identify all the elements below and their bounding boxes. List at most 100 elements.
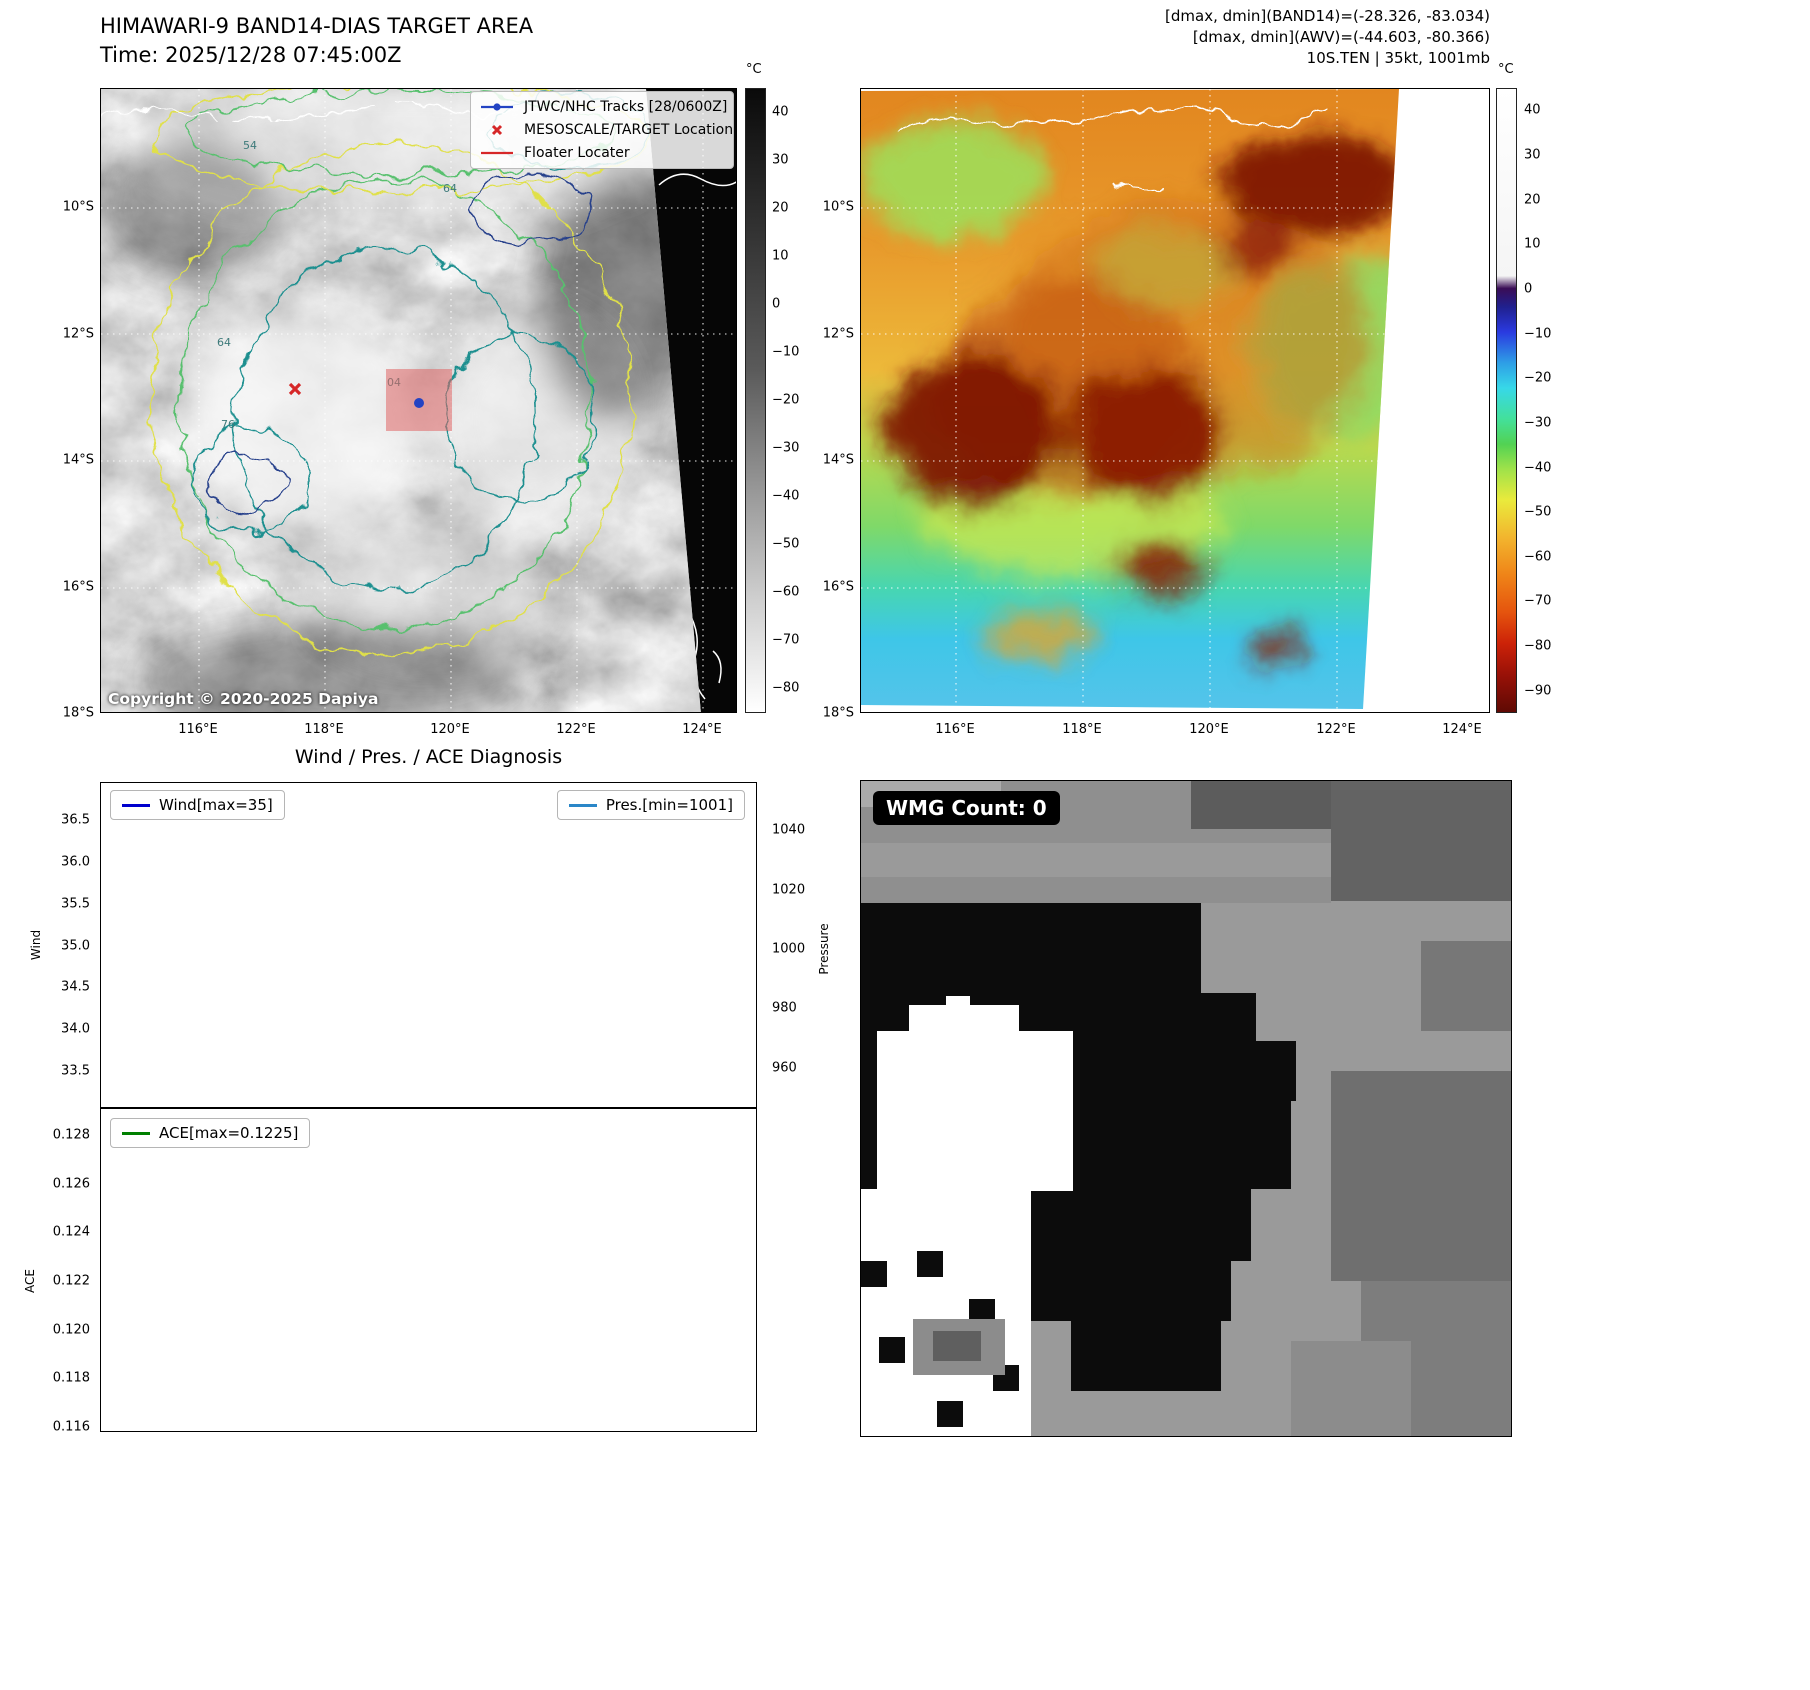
colorbar-tick: −80: [772, 680, 800, 696]
awv-annotations: [dmax, dmin](BAND14)=(-28.326, -83.034) …: [890, 6, 1490, 69]
colorbar-tick: 30: [772, 152, 789, 168]
ace-axes: [100, 1108, 757, 1432]
colorbar-tick: −90: [1524, 683, 1552, 699]
y-tick: 18°S: [822, 705, 854, 721]
wind-tick: 34.5: [61, 979, 90, 995]
annotation-awv-range: [dmax, dmin](AWV)=(-44.603, -80.366): [1192, 28, 1490, 46]
band14-subtitle: Time: 2025/12/28 07:45:00Z: [100, 43, 402, 67]
colorbar-tick: 20: [772, 200, 789, 216]
wmg-panel: WMG Count: 0: [860, 780, 1512, 1437]
pressure-legend: Pres.[min=1001]: [556, 790, 745, 820]
x-tick: 116°E: [935, 722, 975, 737]
contour-label: 64: [443, 182, 457, 195]
awv-colorbar: [1496, 88, 1517, 713]
legend-row-mesoscale: MESOSCALE/TARGET Location: [477, 120, 733, 140]
colorbar-tick: 0: [1524, 281, 1533, 297]
colorbar-tick: 40: [1524, 102, 1541, 118]
wind-tick: 34.0: [61, 1021, 90, 1037]
ace-tick: 0.120: [52, 1322, 90, 1338]
pressure-tick: 960: [772, 1060, 797, 1076]
wind-legend-label: Wind[max=35]: [159, 796, 273, 814]
contour-label: 54: [243, 139, 257, 152]
ace-tick: 0.124: [52, 1224, 90, 1240]
awv-satellite-image: [861, 89, 1489, 712]
colorbar-tick: −30: [1524, 415, 1552, 431]
band14-title: HIMAWARI-9 BAND14-DIAS TARGET AREA: [100, 14, 534, 38]
pressure-axis-label: Pressure: [817, 923, 831, 975]
red-x-icon: [477, 123, 517, 137]
y-tick: 16°S: [62, 579, 94, 595]
x-tick: 120°E: [1189, 722, 1229, 737]
legend-label-mesoscale: MESOSCALE/TARGET Location: [524, 122, 734, 138]
colorbar-tick: −20: [1524, 370, 1552, 386]
colorbar-tick: 10: [772, 248, 789, 264]
ace-legend-label: ACE[max=0.1225]: [159, 1124, 299, 1142]
x-tick: 120°E: [430, 722, 470, 737]
x-tick: 116°E: [178, 722, 218, 737]
awv-map-panel: [860, 88, 1490, 713]
colorbar-tick: −50: [772, 536, 800, 552]
x-tick: 118°E: [304, 722, 344, 737]
y-tick: 10°S: [62, 199, 94, 215]
colorbar-tick: 10: [1524, 236, 1541, 252]
wind-tick: 33.5: [61, 1063, 90, 1079]
wind-pressure-axes: [100, 782, 757, 1108]
red-line-icon: [477, 147, 517, 159]
colorbar-tick: −30: [772, 440, 800, 456]
pressure-tick: 1020: [772, 882, 806, 898]
colorbar-tick: −10: [772, 344, 800, 360]
band14-title-block: HIMAWARI-9 BAND14-DIAS TARGET AREA Time:…: [100, 12, 533, 70]
wind-tick: 35.5: [61, 896, 90, 912]
wind-tick: 35.0: [61, 938, 90, 954]
wind-axis-label: Wind: [29, 929, 43, 961]
legend-row-floater: Floater Locater: [477, 143, 727, 163]
wmg-count-badge: WMG Count: 0: [873, 791, 1060, 825]
x-tick: 122°E: [1316, 722, 1356, 737]
wind-legend: Wind[max=35]: [110, 790, 285, 820]
ace-axis-label: ACE: [23, 1269, 37, 1293]
band14-satellite-image: 54 64 64 76 04: [101, 89, 736, 712]
colorbar-tick: −70: [772, 632, 800, 648]
band14-cloud-field: [101, 89, 701, 712]
copyright-text: Copyright © 2020-2025 Dapiya: [108, 690, 379, 708]
colorbar-tick: −80: [1524, 638, 1552, 654]
grid-lines: [861, 89, 1489, 712]
colorbar-tick: −60: [1524, 549, 1552, 565]
annotation-storm-status: 10S.TEN | 35kt, 1001mb: [1306, 49, 1490, 67]
y-tick: 14°S: [822, 452, 854, 468]
wind-line-icon: [122, 803, 150, 807]
band14-colorbar: [745, 88, 766, 713]
wind-tick: 36.5: [61, 812, 90, 828]
band14-map-panel: 54 64 64 76 04 JTWC/NHC Tracks [28/0600Z…: [100, 88, 737, 713]
contour-label: 64: [217, 336, 231, 349]
ace-tick: 0.116: [52, 1419, 90, 1435]
contour-label: 76: [221, 418, 235, 431]
y-tick: 12°S: [822, 326, 854, 342]
colorbar-tick: −70: [1524, 593, 1552, 609]
track-point-dot: [414, 398, 424, 408]
pressure-legend-label: Pres.[min=1001]: [605, 796, 733, 814]
colorbar-tick: 20: [1524, 192, 1541, 208]
x-tick: 118°E: [1062, 722, 1102, 737]
legend-row-tracks: JTWC/NHC Tracks [28/0600Z]: [477, 97, 727, 117]
colorbar-tick: −20: [772, 392, 800, 408]
y-tick: 18°S: [62, 705, 94, 721]
colorbar-tick: −50: [1524, 504, 1552, 520]
colorbar-tick: −60: [772, 584, 800, 600]
wind-tick: 36.0: [61, 854, 90, 870]
colorbar-tick: −40: [1524, 460, 1552, 476]
y-tick: 16°S: [822, 579, 854, 595]
island-coastline: [900, 108, 1322, 193]
colorbar-unit: °C: [1498, 62, 1514, 77]
brightness-temp-contours: [150, 89, 652, 655]
wmg-bitmap: [861, 781, 1511, 1436]
diagnosis-title: Wind / Pres. / ACE Diagnosis: [294, 746, 563, 768]
pressure-tick: 980: [772, 1000, 797, 1016]
band14-legend: JTWC/NHC Tracks [28/0600Z] MESOSCALE/TAR…: [470, 91, 734, 169]
y-tick: 14°S: [62, 452, 94, 468]
awv-cloud-field: [861, 89, 1399, 709]
annotation-band14-range: [dmax, dmin](BAND14)=(-28.326, -83.034): [1165, 7, 1490, 25]
colorbar-tick: 30: [1524, 147, 1541, 163]
colorbar-tick: −40: [772, 488, 800, 504]
x-tick: 124°E: [682, 722, 722, 737]
